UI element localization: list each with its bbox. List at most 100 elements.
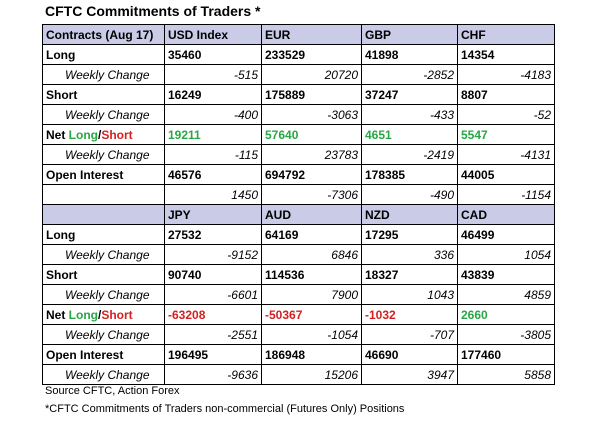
- table-row: Net Long/Short 19211 57640 4651 5547: [42, 124, 555, 145]
- net-label-long: Long: [68, 127, 98, 142]
- cell: 8807: [457, 84, 555, 105]
- cell: 336: [361, 244, 458, 265]
- cell: -490: [361, 184, 458, 205]
- cell: -2419: [361, 144, 458, 165]
- cell: 186948: [261, 344, 362, 365]
- cell: 1043: [361, 284, 458, 305]
- row-label: Open Interest: [42, 164, 165, 185]
- cell: -1154: [457, 184, 555, 205]
- cell: 7900: [261, 284, 362, 305]
- cell: 4651: [361, 124, 458, 145]
- cell: -52: [457, 104, 555, 125]
- cell: 20720: [261, 64, 362, 85]
- cell: 1450: [164, 184, 262, 205]
- cell: 4859: [457, 284, 555, 305]
- header-cell: NZD: [361, 204, 458, 225]
- cell: 44005: [457, 164, 555, 185]
- header-cell: GBP: [361, 24, 458, 45]
- cell: -707: [361, 324, 458, 345]
- net-label-sep: /: [98, 307, 102, 322]
- cell: 27532: [164, 224, 262, 245]
- cell: 14354: [457, 44, 555, 65]
- cell: 43839: [457, 264, 555, 285]
- net-label-long: Long: [68, 307, 98, 322]
- cell: 90740: [164, 264, 262, 285]
- table-row: Short 16249 175889 37247 8807: [42, 84, 555, 105]
- cell: 57640: [261, 124, 362, 145]
- cell: -515: [164, 64, 262, 85]
- cell: -9636: [164, 364, 262, 385]
- table-row: Open Interest 196495 186948 46690 177460: [42, 344, 555, 365]
- cell: 175889: [261, 84, 362, 105]
- cell: -50367: [261, 304, 362, 325]
- row-label: Long: [42, 224, 165, 245]
- cell: -115: [164, 144, 262, 165]
- row-label: Weekly Change: [42, 144, 165, 165]
- header-cell: EUR: [261, 24, 362, 45]
- row-label: Weekly Change: [42, 364, 165, 385]
- cell: 178385: [361, 164, 458, 185]
- cell: 6846: [261, 244, 362, 265]
- header-cell: Contracts (Aug 17): [42, 24, 165, 45]
- row-label: Short: [42, 264, 165, 285]
- row-label: Open Interest: [42, 344, 165, 365]
- header-cell: AUD: [261, 204, 362, 225]
- cell: -2551: [164, 324, 262, 345]
- table-row: Weekly Change -115 23783 -2419 -4131: [42, 144, 555, 165]
- header-cell: [42, 204, 165, 225]
- header-cell: JPY: [164, 204, 262, 225]
- row-label: Long: [42, 44, 165, 65]
- table-row: Long 35460 233529 41898 14354: [42, 44, 555, 65]
- row-label: Weekly Change: [42, 104, 165, 125]
- header-cell: USD Index: [164, 24, 262, 45]
- footnote: *CFTC Commitments of Traders non-commerc…: [45, 403, 405, 415]
- cell: 177460: [457, 344, 555, 365]
- cell: 18327: [361, 264, 458, 285]
- cell: -433: [361, 104, 458, 125]
- cell: 114536: [261, 264, 362, 285]
- table-row: Open Interest 46576 694792 178385 44005: [42, 164, 555, 185]
- cell: 37247: [361, 84, 458, 105]
- cell: 19211: [164, 124, 262, 145]
- cell: -4183: [457, 64, 555, 85]
- cell: -400: [164, 104, 262, 125]
- table-row: Weekly Change -515 20720 -2852 -4183: [42, 64, 555, 85]
- row-label: Short: [42, 84, 165, 105]
- cell: 16249: [164, 84, 262, 105]
- source-note: Source CFTC, Action Forex: [45, 385, 180, 397]
- cell: 5858: [457, 364, 555, 385]
- header-row-2: JPY AUD NZD CAD: [42, 204, 555, 225]
- cell: 694792: [261, 164, 362, 185]
- row-label: [42, 184, 165, 205]
- table-row: Long 27532 64169 17295 46499: [42, 224, 555, 245]
- cell: 17295: [361, 224, 458, 245]
- cell: 3947: [361, 364, 458, 385]
- net-label-sep: /: [98, 127, 102, 142]
- row-label: Weekly Change: [42, 284, 165, 305]
- cell: -2852: [361, 64, 458, 85]
- row-label: Weekly Change: [42, 64, 165, 85]
- table-row: Weekly Change -9152 6846 336 1054: [42, 244, 555, 265]
- cell: 41898: [361, 44, 458, 65]
- cell: 15206: [261, 364, 362, 385]
- cell: -3805: [457, 324, 555, 345]
- table-row: Weekly Change -400 -3063 -433 -52: [42, 104, 555, 125]
- table-row: 1450 -7306 -490 -1154: [42, 184, 555, 205]
- table-row: Short 90740 114536 18327 43839: [42, 264, 555, 285]
- cell: -1032: [361, 304, 458, 325]
- net-label-prefix: Net: [46, 307, 69, 322]
- cell: -7306: [261, 184, 362, 205]
- cell: 1054: [457, 244, 555, 265]
- cell: -6601: [164, 284, 262, 305]
- table-row: Weekly Change -2551 -1054 -707 -3805: [42, 324, 555, 345]
- page-title: CFTC Commitments of Traders *: [45, 3, 261, 19]
- cell: 196495: [164, 344, 262, 365]
- row-label: Net Long/Short: [42, 124, 165, 145]
- cell: 23783: [261, 144, 362, 165]
- row-label: Weekly Change: [42, 324, 165, 345]
- table-row: Net Long/Short -63208 -50367 -1032 2660: [42, 304, 555, 325]
- header-cell: CHF: [457, 24, 555, 45]
- cell: 46690: [361, 344, 458, 365]
- cell: 2660: [457, 304, 555, 325]
- cell: -4131: [457, 144, 555, 165]
